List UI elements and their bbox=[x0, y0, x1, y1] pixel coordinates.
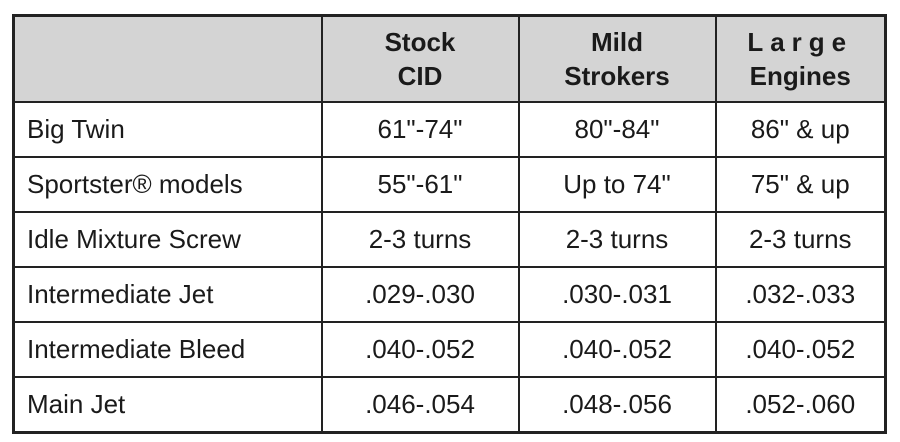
header-row: Stock CID Mild Strokers Large Engines bbox=[12, 14, 887, 103]
cell: .030-.031 bbox=[517, 266, 717, 323]
cell: .048-.056 bbox=[517, 376, 717, 434]
corner-cell bbox=[12, 14, 323, 103]
cell: .046-.054 bbox=[320, 376, 520, 434]
cell: .040-.052 bbox=[320, 321, 520, 378]
row-label: Intermediate Jet bbox=[12, 266, 323, 323]
table-row: Intermediate Bleed .040-.052.040-.052.040… bbox=[12, 321, 887, 378]
cell: 61"-74" bbox=[320, 101, 520, 158]
cell: 2-3 turns bbox=[517, 211, 717, 268]
row-label: Idle Mixture Screw bbox=[12, 211, 323, 268]
header-cell: Mild Strokers bbox=[517, 14, 717, 103]
row-label: Intermediate Bleed bbox=[12, 321, 323, 378]
table-row: Idle Mixture Screw 2-3 turns 2-3 turns 2-3 … bbox=[12, 211, 887, 268]
settings-table: Stock CID Mild Strokers Large Engines Big Twi… bbox=[12, 14, 887, 434]
cell: .052-.060 bbox=[714, 376, 887, 434]
cell: 2-3 turns bbox=[714, 211, 887, 268]
cell: .040-.052 bbox=[517, 321, 717, 378]
row-label: Main Jet bbox=[12, 376, 323, 434]
cell: Up to 74" bbox=[517, 156, 717, 213]
table-row: Sportster® models 55"-61" Up to 74" 75" & u… bbox=[12, 156, 887, 213]
header-line: Large bbox=[747, 27, 854, 57]
cell: 75" & up bbox=[714, 156, 887, 213]
cell: .032-.033 bbox=[714, 266, 887, 323]
header-line: Mild bbox=[591, 27, 643, 57]
header-cell: Large Engines bbox=[714, 14, 887, 103]
header-cell: Stock CID bbox=[320, 14, 520, 103]
table-row: Main Jet .046-.054.048-.056.052-.060 bbox=[12, 376, 887, 434]
cell: 55"-61" bbox=[320, 156, 520, 213]
cell: 2-3 turns bbox=[320, 211, 520, 268]
header-line: Strokers bbox=[564, 61, 670, 91]
cell: .029-.030 bbox=[320, 266, 520, 323]
cell: 80"-84" bbox=[517, 101, 717, 158]
header-line: CID bbox=[397, 61, 443, 91]
table-row: Intermediate Jet .029-.030.030-.031.032-.… bbox=[12, 266, 887, 323]
header-line: Engines bbox=[749, 61, 851, 91]
row-label: Big Twin bbox=[12, 101, 323, 158]
row-label: Sportster® models bbox=[12, 156, 323, 213]
cell: 86" & up bbox=[714, 101, 887, 158]
cell: .040-.052 bbox=[714, 321, 887, 378]
header-line: Stock bbox=[384, 27, 456, 57]
table-row: Big Twin 61"-74" 80"-84" 86" & up bbox=[12, 101, 887, 158]
